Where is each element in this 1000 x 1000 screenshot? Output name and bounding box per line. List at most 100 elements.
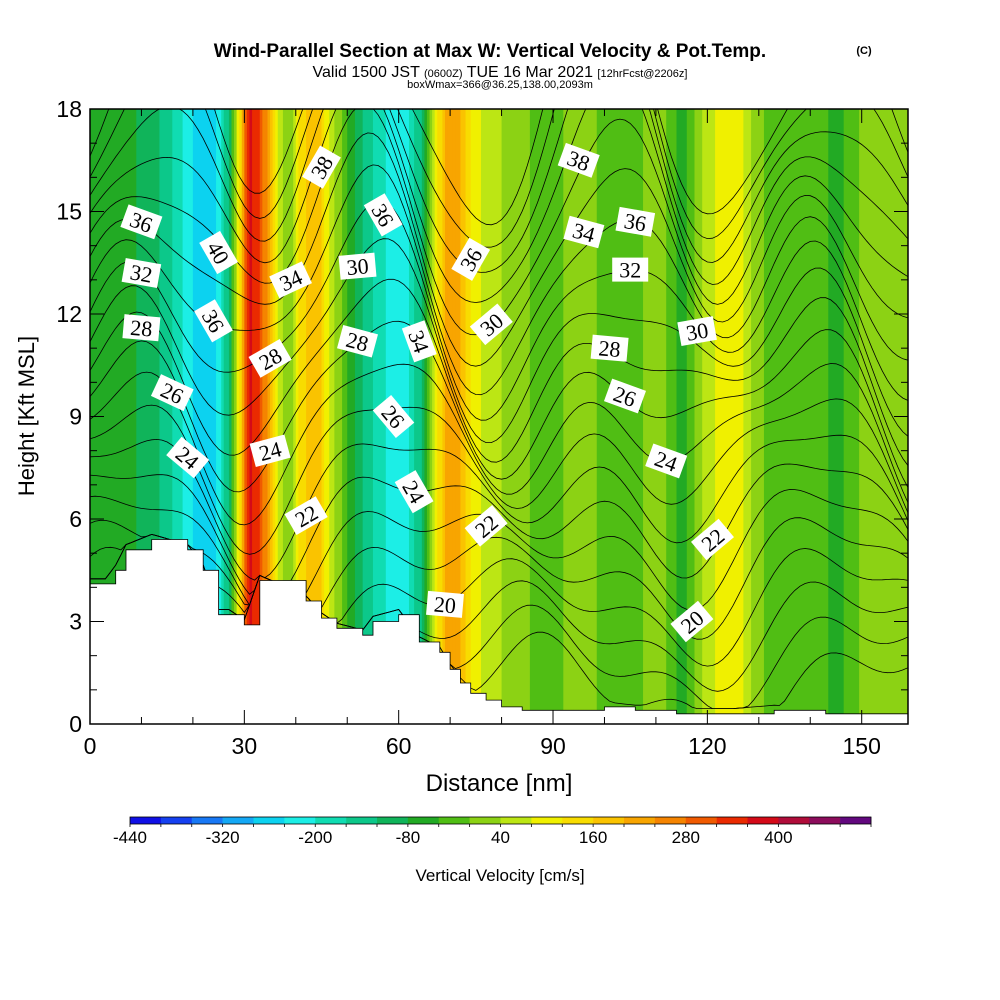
velocity-column <box>707 109 711 724</box>
velocity-column <box>851 109 855 724</box>
velocity-column <box>722 109 726 724</box>
contour-label-box <box>590 334 629 362</box>
velocity-column <box>424 109 428 724</box>
colorbar-swatch <box>160 817 193 824</box>
velocity-column <box>167 109 171 724</box>
contour-label-box <box>248 339 292 378</box>
velocity-column <box>506 109 510 724</box>
velocity-column <box>537 109 541 724</box>
velocity-column <box>730 109 734 724</box>
velocity-column <box>156 109 161 724</box>
velocity-column <box>565 109 570 724</box>
velocity-column <box>228 109 233 724</box>
velocity-column <box>316 109 320 724</box>
velocity-column <box>594 109 598 724</box>
velocity-column <box>792 109 796 724</box>
velocity-column <box>342 109 346 724</box>
velocity-column <box>717 109 721 724</box>
colorbar-swatch <box>593 817 625 824</box>
velocity-column <box>812 109 816 724</box>
velocity-column <box>195 109 199 724</box>
velocity-column <box>625 109 629 724</box>
velocity-column <box>627 109 631 724</box>
velocity-column <box>709 109 714 724</box>
colorbar-swatch <box>562 817 594 824</box>
colorbar-swatch <box>654 817 687 824</box>
velocity-column <box>450 109 454 724</box>
velocity-column <box>527 109 531 724</box>
colorbar-swatch <box>809 817 841 824</box>
velocity-column <box>558 109 562 724</box>
velocity-column <box>663 109 667 724</box>
velocity-column <box>810 109 814 724</box>
velocity-column <box>825 109 829 724</box>
contour-label-box <box>166 436 210 479</box>
velocity-column <box>542 109 546 724</box>
velocity-column <box>177 109 181 724</box>
velocity-column <box>622 109 626 724</box>
velocity-column <box>743 109 747 724</box>
velocity-column <box>174 109 179 724</box>
velocity-column <box>303 109 307 724</box>
contour-label-box <box>557 142 600 178</box>
velocity-column <box>815 109 819 724</box>
velocity-column <box>285 109 289 724</box>
velocity-column <box>102 109 107 724</box>
velocity-column <box>823 109 827 724</box>
contour-label: 28 <box>590 334 629 362</box>
colorbar-tick-label: -440 <box>113 828 147 847</box>
velocity-column <box>553 109 557 724</box>
theta-contour-line <box>90 199 908 421</box>
velocity-column <box>889 109 894 724</box>
velocity-column <box>293 109 297 724</box>
velocity-column <box>365 109 369 724</box>
contour-label: 24 <box>645 443 688 479</box>
velocity-column <box>249 109 253 724</box>
velocity-column <box>329 109 333 724</box>
velocity-column <box>115 109 119 724</box>
x-tick-label: 60 <box>386 733 412 759</box>
velocity-column <box>295 109 299 724</box>
theta-contour-line <box>90 238 908 443</box>
x-tick-label: 0 <box>84 733 97 759</box>
contour-label-box <box>302 145 341 189</box>
velocity-column <box>360 109 364 724</box>
velocity-column <box>344 109 348 724</box>
contour-label-box <box>645 443 688 479</box>
velocity-column <box>676 109 680 724</box>
velocity-column <box>501 109 505 724</box>
velocity-column <box>308 109 312 724</box>
velocity-column <box>596 109 600 724</box>
terrain-mask <box>90 539 908 724</box>
y-tick-label: 12 <box>56 301 82 327</box>
velocity-column <box>576 109 580 724</box>
x-tick-label: 120 <box>688 733 726 759</box>
velocity-column <box>244 109 248 724</box>
velocity-column <box>444 109 449 724</box>
contour-label-box <box>338 252 377 280</box>
velocity-column <box>318 109 323 724</box>
velocity-column <box>727 109 732 724</box>
velocity-column <box>774 109 778 724</box>
velocity-column <box>306 109 310 724</box>
velocity-column <box>264 109 269 724</box>
velocity-column <box>442 109 446 724</box>
x-tick-label: 150 <box>843 733 881 759</box>
x-tick-label: 30 <box>232 733 258 759</box>
velocity-column <box>583 109 588 724</box>
theta-contour-line <box>90 533 908 667</box>
velocity-column <box>802 109 806 724</box>
velocity-column <box>483 109 487 724</box>
velocity-column <box>452 109 456 724</box>
velocity-column <box>691 109 696 724</box>
theta-contour-line <box>90 434 908 581</box>
velocity-column <box>720 109 724 724</box>
velocity-column <box>218 109 222 724</box>
velocity-column <box>475 109 480 724</box>
velocity-column <box>653 109 657 724</box>
contour-label-box <box>464 505 508 547</box>
theta-contour-line <box>90 320 908 493</box>
velocity-column <box>514 109 518 724</box>
velocity-column <box>704 109 708 724</box>
velocity-column <box>740 109 744 724</box>
